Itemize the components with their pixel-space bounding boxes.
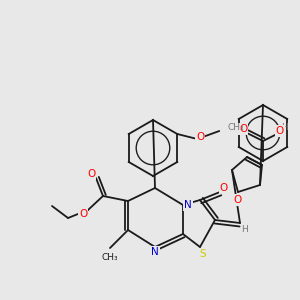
Text: N: N <box>184 200 192 210</box>
Text: N: N <box>151 247 159 257</box>
Text: O: O <box>239 124 247 134</box>
Text: O: O <box>87 169 95 179</box>
Text: O: O <box>234 195 242 205</box>
Text: O: O <box>276 126 284 136</box>
Text: H: H <box>280 122 287 131</box>
Text: H: H <box>242 226 248 235</box>
Text: O: O <box>79 209 87 219</box>
Text: CH₃: CH₃ <box>102 254 119 262</box>
Text: CH₃: CH₃ <box>227 124 244 133</box>
Text: O: O <box>220 183 228 193</box>
Text: O: O <box>196 132 204 142</box>
Text: S: S <box>200 249 206 259</box>
